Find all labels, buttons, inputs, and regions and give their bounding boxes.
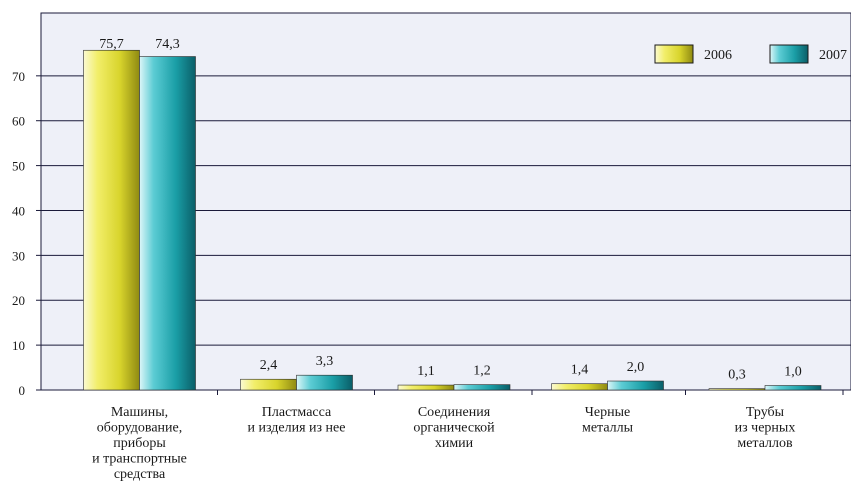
- bar-2007: [607, 380, 664, 391]
- category-label: приборы: [113, 436, 166, 451]
- bar-2007: [453, 384, 511, 391]
- y-tick-label: 50: [12, 159, 25, 174]
- data-label: 74,3: [155, 37, 180, 52]
- legend: 2006 2007: [654, 44, 847, 64]
- y-tick-label: 20: [12, 293, 25, 308]
- data-label: 1,0: [784, 365, 802, 380]
- data-label: 2,0: [627, 360, 645, 375]
- legend-swatch-2007: [769, 44, 809, 64]
- category-label: металлов: [737, 436, 793, 451]
- y-tick-label: 60: [12, 114, 25, 129]
- y-tick-label: 0: [19, 383, 26, 398]
- y-tick-label: 30: [12, 248, 25, 263]
- bar-2007: [764, 385, 822, 391]
- y-axis: 0 10 20 30 40 50 60 70: [12, 69, 41, 398]
- category-label: и изделия из нее: [248, 421, 346, 436]
- data-labels: 75,7 74,3 2,4 3,3 1,1 1,2 1,4 2,0 0,3 1,0: [99, 37, 802, 383]
- bar-2006: [397, 384, 455, 391]
- data-label: 2,4: [260, 358, 278, 373]
- category-label: химии: [435, 436, 474, 451]
- legend-label-2006: 2006: [704, 48, 732, 63]
- category-label: органической: [413, 421, 495, 436]
- data-label: 3,3: [316, 354, 334, 369]
- category-label: металлы: [582, 421, 634, 436]
- data-label: 1,1: [417, 364, 435, 379]
- bars: [83, 49, 822, 391]
- y-tick-label: 40: [12, 203, 25, 218]
- category-label: и транспортные: [92, 452, 187, 467]
- bar-2006: [551, 383, 608, 391]
- category-label: оборудование,: [97, 421, 183, 436]
- category-label: Пластмасса: [262, 405, 332, 420]
- y-tick-label: 70: [12, 69, 25, 84]
- legend-swatch-2006: [654, 44, 694, 64]
- category-label: Соединения: [418, 405, 491, 420]
- data-label: 75,7: [99, 37, 124, 52]
- data-label: 1,2: [473, 364, 491, 379]
- category-label: средства: [114, 467, 166, 482]
- bar-2006: [83, 49, 140, 391]
- bar-2006: [708, 388, 766, 391]
- category-label: из черных: [735, 421, 796, 436]
- bar-2006: [240, 378, 297, 391]
- legend-label-2007: 2007: [819, 48, 847, 63]
- category-label: Машины,: [111, 405, 168, 420]
- y-tick-label: 10: [12, 338, 25, 353]
- bar-2007: [296, 374, 353, 391]
- data-label: 0,3: [728, 368, 746, 383]
- category-label: Трубы: [746, 405, 785, 420]
- bar-2007: [139, 56, 196, 391]
- data-label: 1,4: [571, 363, 589, 378]
- category-label: Черные: [585, 405, 630, 420]
